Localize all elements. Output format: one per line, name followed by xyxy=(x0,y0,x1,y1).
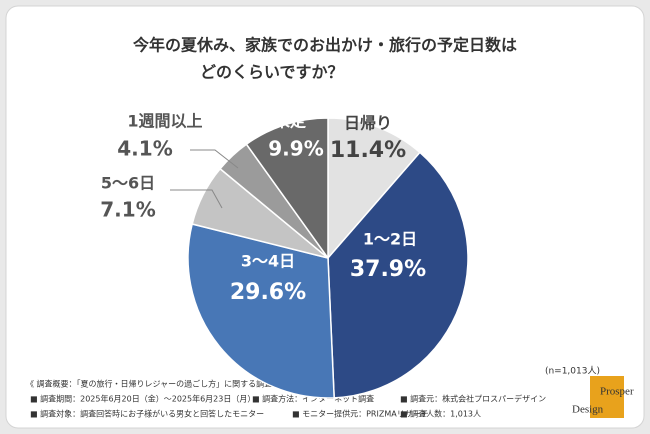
pie-slice xyxy=(327,151,469,399)
footer-item: ■ モニター提供元：PRIZMAリサーチ xyxy=(292,409,429,419)
footer-heading: 《 調査概要：「夏の旅行・日帰りレジャーの過ごし方」に関する調査 》 xyxy=(26,379,283,389)
pie-slice xyxy=(327,117,421,261)
sample-note: (n=1,013人) xyxy=(545,366,600,377)
footer-item: ■ 調査方法：インターネット調査 xyxy=(252,394,374,404)
leader-line xyxy=(190,149,239,169)
data-label: 29.6% xyxy=(230,280,306,305)
slice-label: 1〜2日 xyxy=(363,230,417,249)
logo-box xyxy=(590,376,624,418)
footer-item: ■ 調査期間：2025年6月20日（金）～2025年6月23日（月） xyxy=(30,394,255,404)
chart-title: どのくらいですか？ xyxy=(200,63,344,82)
pie-slice xyxy=(245,117,329,261)
slice-label: 3〜4日 xyxy=(241,252,295,271)
leader-line xyxy=(170,189,223,209)
pie-slice xyxy=(187,223,335,399)
footer-item: ■ 調査対象：調査回答時にお子様がいる男女と回答したモニター xyxy=(30,409,264,419)
slice-label: 未定 xyxy=(273,112,306,131)
logo-text: Design xyxy=(572,404,604,416)
chart-title: 今年の夏休み、家族でのお出かけ・旅行の予定日数は xyxy=(132,36,517,55)
slice-label: 1週間以上 xyxy=(127,112,202,131)
slice-label: 5〜6日 xyxy=(101,174,155,193)
footer-item: ■ 調査元：株式会社プロスパーデザイン xyxy=(400,394,546,404)
data-label: 37.9% xyxy=(350,257,426,282)
slice-label: 日帰り xyxy=(344,114,392,133)
data-label: 7.1% xyxy=(100,198,155,222)
data-label: 9.9% xyxy=(268,137,323,161)
logo-text: Prosper xyxy=(600,386,634,398)
data-label: 4.1% xyxy=(117,137,172,161)
footer-item: ■ 調査人数：1,013人 xyxy=(400,409,481,419)
data-label: 11.4% xyxy=(330,138,406,163)
